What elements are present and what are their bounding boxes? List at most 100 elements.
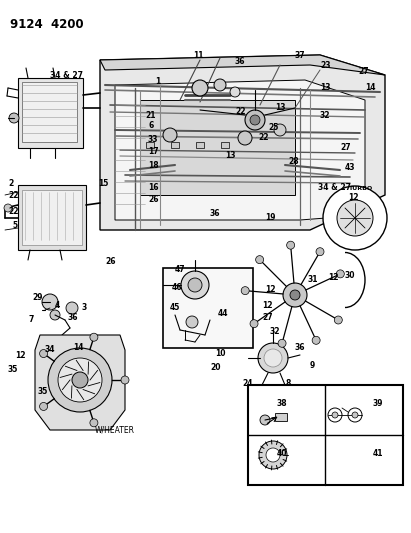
Circle shape <box>230 87 240 97</box>
Text: 35: 35 <box>38 387 48 397</box>
Text: W/HEATER: W/HEATER <box>95 425 135 434</box>
Circle shape <box>90 419 98 427</box>
Circle shape <box>214 79 226 91</box>
Circle shape <box>332 412 338 418</box>
Text: 12: 12 <box>262 301 272 310</box>
Bar <box>22 190 82 245</box>
Text: 36: 36 <box>235 58 245 67</box>
Circle shape <box>192 80 208 96</box>
Text: 9124  4200: 9124 4200 <box>10 18 83 31</box>
Circle shape <box>58 358 102 402</box>
Text: 25: 25 <box>268 124 278 133</box>
Text: 22: 22 <box>8 191 18 200</box>
Polygon shape <box>35 335 125 430</box>
Text: 31: 31 <box>308 276 319 285</box>
Text: 41: 41 <box>373 448 383 457</box>
Text: 13: 13 <box>225 150 236 159</box>
Circle shape <box>72 372 88 388</box>
Circle shape <box>188 278 202 292</box>
Bar <box>163 268 253 348</box>
Bar <box>18 78 83 148</box>
Circle shape <box>181 271 209 299</box>
Circle shape <box>316 248 324 256</box>
Text: 38: 38 <box>277 399 288 408</box>
Circle shape <box>256 256 263 264</box>
Text: 12: 12 <box>348 193 358 203</box>
Circle shape <box>39 350 48 358</box>
Bar <box>18 185 86 250</box>
Circle shape <box>290 290 300 300</box>
Text: 30: 30 <box>345 271 356 279</box>
Circle shape <box>50 310 60 320</box>
Text: 22: 22 <box>258 133 268 142</box>
Text: 28: 28 <box>288 157 299 166</box>
Text: 9: 9 <box>310 360 315 369</box>
Circle shape <box>264 349 282 367</box>
Text: 39: 39 <box>373 399 383 408</box>
Bar <box>140 100 295 195</box>
Circle shape <box>250 320 258 328</box>
Text: 19: 19 <box>265 214 275 222</box>
Text: 46: 46 <box>172 282 182 292</box>
Text: 47: 47 <box>175 265 186 274</box>
Circle shape <box>312 336 320 344</box>
Circle shape <box>348 408 362 422</box>
Circle shape <box>258 343 288 373</box>
Text: 40: 40 <box>277 448 288 457</box>
Text: 8: 8 <box>285 378 291 387</box>
Bar <box>22 82 77 142</box>
Circle shape <box>274 124 286 136</box>
Text: 29: 29 <box>32 293 42 302</box>
Ellipse shape <box>353 451 367 458</box>
Text: 12: 12 <box>15 351 25 359</box>
Text: 33: 33 <box>148 135 159 144</box>
Text: 22: 22 <box>235 108 245 117</box>
Text: 23: 23 <box>320 61 330 69</box>
Bar <box>146 142 154 148</box>
Circle shape <box>241 287 249 295</box>
Circle shape <box>283 283 307 307</box>
Text: 24: 24 <box>242 378 252 387</box>
Polygon shape <box>115 80 365 220</box>
Text: 32: 32 <box>320 110 330 119</box>
Text: 27: 27 <box>262 313 272 322</box>
Circle shape <box>334 316 342 324</box>
Circle shape <box>266 448 280 462</box>
Text: 44: 44 <box>218 309 229 318</box>
Circle shape <box>66 302 78 314</box>
Bar <box>248 385 403 485</box>
Text: 1: 1 <box>155 77 160 86</box>
Bar <box>196 142 204 148</box>
Circle shape <box>259 441 287 469</box>
Text: 12: 12 <box>328 273 339 282</box>
Text: 21: 21 <box>145 110 155 119</box>
Text: 5: 5 <box>12 222 17 230</box>
Text: 34 & 27: 34 & 27 <box>50 70 83 79</box>
Text: 37: 37 <box>295 51 306 60</box>
Text: 10: 10 <box>215 349 226 358</box>
Text: 26: 26 <box>148 196 159 205</box>
Circle shape <box>48 348 112 412</box>
Circle shape <box>39 402 48 410</box>
Ellipse shape <box>348 448 372 462</box>
Bar <box>221 142 229 148</box>
Circle shape <box>323 186 387 250</box>
Text: 35: 35 <box>8 366 18 375</box>
Circle shape <box>186 316 198 328</box>
Text: 34: 34 <box>45 345 55 354</box>
Text: 32: 32 <box>270 327 280 336</box>
Circle shape <box>278 340 286 348</box>
Bar <box>171 142 179 148</box>
Text: 18: 18 <box>148 160 159 169</box>
Text: 20: 20 <box>210 364 220 373</box>
Bar <box>275 413 287 421</box>
Text: 12: 12 <box>265 286 275 295</box>
Text: 22: 22 <box>8 207 18 216</box>
Text: 13: 13 <box>275 103 286 112</box>
Text: 17: 17 <box>148 148 159 157</box>
Circle shape <box>9 113 19 123</box>
Text: 16: 16 <box>148 183 159 192</box>
Text: 7: 7 <box>28 316 33 325</box>
Text: 36: 36 <box>295 343 305 351</box>
Circle shape <box>328 408 342 422</box>
